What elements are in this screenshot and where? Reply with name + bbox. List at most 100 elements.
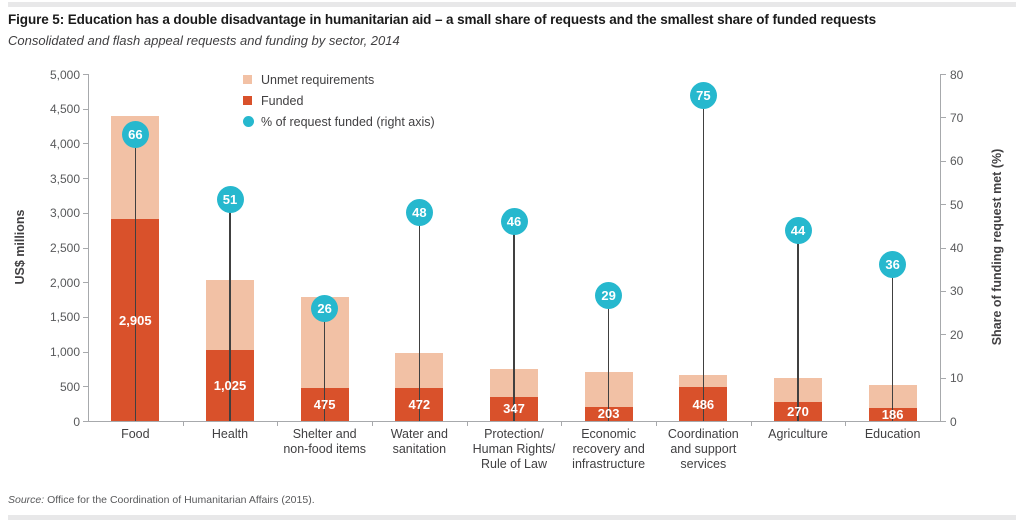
right-axis-tick-label: 40 <box>950 241 964 255</box>
x-axis-tick <box>466 422 468 426</box>
stem-line <box>323 308 326 421</box>
funded-value-label: 1,025 <box>213 377 247 393</box>
legend-label: Unmet requirements <box>261 72 375 87</box>
percent-marker: 51 <box>216 186 244 214</box>
x-axis-line <box>88 421 941 422</box>
stem-line <box>607 295 610 421</box>
y-axis-tick-label: 3,000 <box>49 206 80 221</box>
x-axis-tick <box>372 422 373 426</box>
stem-line <box>134 134 137 421</box>
x-axis-tick <box>656 422 657 426</box>
left-axis-title: US$ millions <box>13 208 27 285</box>
right-axis-tick-label: 30 <box>950 284 964 299</box>
figure-title: Figure 5: Education has a double disadva… <box>8 12 876 27</box>
category-label: Shelter and non-food items <box>283 427 366 456</box>
percent-marker: 26 <box>311 294 339 322</box>
right-axis-tick-label: 70 <box>950 110 964 125</box>
right-axis-tick <box>941 334 946 336</box>
legend-label: Funded <box>261 93 304 108</box>
legend-label: % of request funded (right axis) <box>261 114 435 129</box>
funded-value-label: 475 <box>313 397 336 413</box>
chart-legend: Unmet requirements Funded % of request fun… <box>243 69 435 132</box>
y-axis-tick-label: 2,500 <box>49 241 80 255</box>
percent-marker: 75 <box>689 82 717 110</box>
x-axis-tick <box>845 422 847 426</box>
right-axis-tick <box>941 377 946 379</box>
x-axis-tick <box>277 422 279 426</box>
category-label: Economic recovery and infrastructure <box>572 427 646 471</box>
y-axis-tick <box>83 247 88 249</box>
percent-marker: 44 <box>784 216 812 244</box>
bottom-divider <box>8 515 1016 520</box>
percent-marker: 36 <box>879 251 907 279</box>
y-axis-tick-label: 0 <box>73 414 80 429</box>
funded-value-label: 2,905 <box>119 312 152 328</box>
right-axis-tick <box>941 204 946 206</box>
right-axis-tick-label: 80 <box>950 67 964 82</box>
source-note: Source: Office for the Coordination of H… <box>8 494 315 506</box>
y-axis-tick-label: 4,000 <box>49 136 80 151</box>
stem-line <box>418 212 421 421</box>
funded-value-label: 472 <box>408 397 431 413</box>
category-label: Health <box>211 427 249 441</box>
right-axis-tick <box>941 421 946 422</box>
category-label: Water and sanitation <box>390 427 448 456</box>
legend-swatch-icon <box>243 75 252 84</box>
right-axis-tick <box>941 247 946 249</box>
figure-subtitle: Consolidated and flash appeal requests a… <box>8 33 400 48</box>
y-axis-tick <box>83 74 88 75</box>
y-axis-tick <box>83 316 88 318</box>
x-axis-tick <box>561 422 563 426</box>
right-axis-tick <box>941 74 946 75</box>
category-label: Protection/ Human Rights/ Rule of Law <box>472 427 556 471</box>
percent-marker: 29 <box>595 281 623 309</box>
funded-value-label: 486 <box>692 396 715 412</box>
right-axis-tick-label: 10 <box>950 371 964 386</box>
right-axis-tick-label: 50 <box>950 197 964 212</box>
funded-value-label: 186 <box>881 407 904 423</box>
y-axis-tick-label: 2,000 <box>49 275 80 290</box>
y-axis-tick <box>83 386 88 388</box>
stem-line <box>513 221 515 421</box>
right-axis-tick-label: 20 <box>950 327 964 342</box>
funded-value-label: 203 <box>597 406 620 422</box>
y-axis-tick <box>83 212 88 214</box>
category-label: Agriculture <box>768 427 828 441</box>
top-divider <box>8 2 1016 7</box>
legend-item-2: % of request funded (right axis) <box>243 111 435 132</box>
y-axis-tick-label: 4,500 <box>49 102 80 117</box>
legend-swatch-icon <box>243 96 252 105</box>
right-axis-line <box>940 74 941 421</box>
legend-swatch-icon <box>243 116 254 127</box>
y-axis-tick <box>83 178 88 180</box>
legend-item-0: Unmet requirements <box>243 69 435 90</box>
y-axis-tick-label: 3,500 <box>49 171 80 186</box>
funded-value-label: 347 <box>503 401 525 417</box>
percent-marker: 48 <box>405 199 433 227</box>
stem-line <box>702 95 705 421</box>
y-axis-tick <box>83 351 88 353</box>
y-axis-tick <box>83 282 88 284</box>
stem-line <box>797 230 799 421</box>
category-label: Food <box>121 427 150 441</box>
y-axis-tick-label: 500 <box>59 379 80 394</box>
right-axis-tick-label: 60 <box>950 154 964 169</box>
x-axis-tick <box>750 422 752 426</box>
funded-value-label: 270 <box>787 404 809 420</box>
category-label: Coordination and support services <box>667 427 739 471</box>
y-axis-tick <box>83 143 88 145</box>
y-axis-tick-label: 5,000 <box>49 67 80 82</box>
source-label: Source: <box>8 494 45 506</box>
right-axis-title: Share of funding request met (%) <box>990 148 1004 345</box>
source-text: Office for the Coordination of Humanitar… <box>44 494 315 506</box>
right-axis-tick <box>941 117 946 119</box>
right-axis-tick-label: 0 <box>950 414 957 429</box>
y-axis-tick <box>83 421 88 422</box>
right-axis-tick <box>941 160 946 162</box>
x-axis-tick <box>182 422 184 426</box>
right-axis-tick <box>941 290 946 292</box>
y-axis-tick <box>83 108 88 110</box>
percent-marker: 46 <box>500 207 528 235</box>
stem-line <box>229 199 231 421</box>
